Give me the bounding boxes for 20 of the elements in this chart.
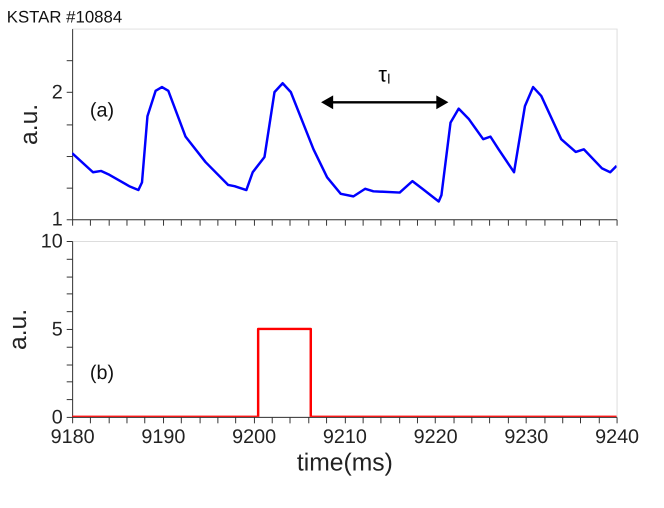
- x-tick-label: 9200: [232, 426, 276, 448]
- line-series: [72, 82, 617, 203]
- y-tick-label: 0: [52, 406, 63, 428]
- y-tick-label: 1: [52, 208, 63, 231]
- y-axis-title: a.u.: [4, 308, 32, 350]
- chart-title: KSTAR #10884: [6, 8, 122, 27]
- x-tick-label: 9210: [322, 426, 367, 448]
- y-axis-title: a.u.: [16, 104, 43, 146]
- series-label: τₗ: [378, 62, 392, 87]
- y-tick-label: 2: [52, 82, 63, 104]
- y-tick-label: 5: [52, 318, 63, 340]
- x-tick-label: 9180: [50, 426, 95, 448]
- x-tick-label: 9230: [504, 426, 548, 448]
- x-tick-label: 9190: [141, 426, 186, 448]
- x-tick-label: 9220: [414, 426, 458, 448]
- annotation: (b): [90, 362, 114, 384]
- annotation: (a): [90, 100, 114, 122]
- x-tick-label: 9240: [595, 426, 640, 448]
- y-tick-label: 10: [40, 230, 63, 252]
- x-axis-title: time(ms): [296, 450, 393, 477]
